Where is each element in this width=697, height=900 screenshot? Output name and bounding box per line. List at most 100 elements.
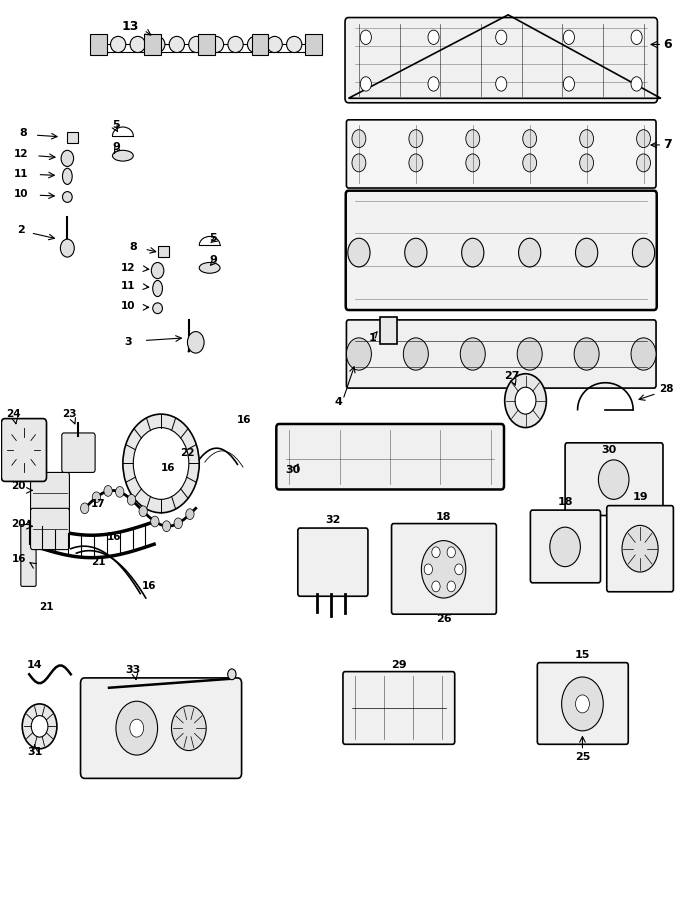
Text: 7: 7 (664, 139, 672, 151)
Text: 10: 10 (121, 302, 136, 311)
Circle shape (424, 564, 433, 575)
Text: 15: 15 (575, 650, 590, 660)
Ellipse shape (199, 263, 220, 274)
Ellipse shape (267, 36, 282, 52)
Text: 29: 29 (391, 661, 406, 670)
Text: 2: 2 (17, 225, 24, 235)
Text: 14: 14 (27, 661, 43, 670)
Text: 17: 17 (91, 499, 106, 508)
Text: 5: 5 (112, 121, 120, 130)
Text: 18: 18 (558, 497, 573, 507)
Circle shape (636, 130, 650, 148)
Circle shape (116, 487, 124, 498)
Circle shape (580, 130, 594, 148)
Circle shape (92, 492, 100, 503)
FancyBboxPatch shape (530, 510, 601, 583)
Text: 21: 21 (39, 602, 54, 612)
Text: 25: 25 (575, 752, 590, 761)
Circle shape (151, 263, 164, 279)
Ellipse shape (130, 36, 146, 52)
Circle shape (631, 30, 642, 44)
Circle shape (31, 716, 48, 737)
FancyBboxPatch shape (565, 443, 663, 516)
Text: 20: 20 (11, 481, 26, 491)
Circle shape (563, 30, 574, 44)
Circle shape (496, 30, 507, 44)
Circle shape (104, 485, 112, 496)
Text: 16: 16 (237, 416, 252, 426)
Text: 5: 5 (209, 233, 217, 243)
Circle shape (228, 669, 236, 680)
Circle shape (348, 238, 370, 267)
Text: 4: 4 (334, 398, 342, 408)
Circle shape (81, 503, 89, 514)
Circle shape (636, 154, 650, 172)
FancyBboxPatch shape (607, 506, 673, 592)
Circle shape (622, 526, 658, 572)
Text: 22: 22 (181, 447, 194, 458)
FancyBboxPatch shape (537, 662, 628, 744)
Bar (252, 33, 268, 55)
Ellipse shape (111, 36, 125, 52)
Text: 16: 16 (11, 554, 26, 564)
FancyBboxPatch shape (81, 678, 242, 778)
Text: 24: 24 (6, 410, 21, 419)
Circle shape (632, 238, 654, 267)
FancyBboxPatch shape (346, 320, 656, 388)
Text: 27: 27 (504, 372, 519, 382)
Circle shape (352, 130, 366, 148)
Circle shape (466, 130, 480, 148)
Text: 18: 18 (436, 512, 452, 522)
Text: 19: 19 (632, 491, 648, 501)
Circle shape (428, 76, 439, 91)
Circle shape (454, 564, 463, 575)
Ellipse shape (91, 36, 106, 52)
FancyBboxPatch shape (346, 191, 657, 310)
Bar (144, 33, 161, 55)
Text: 8: 8 (130, 242, 137, 252)
Text: 33: 33 (125, 665, 141, 675)
Circle shape (360, 30, 372, 44)
Text: 9: 9 (112, 141, 120, 152)
Text: 26: 26 (436, 614, 452, 624)
Circle shape (580, 154, 594, 172)
Text: 31: 31 (27, 747, 43, 758)
FancyBboxPatch shape (392, 524, 496, 614)
Text: 13: 13 (121, 20, 139, 33)
Text: 10: 10 (13, 189, 28, 199)
Circle shape (447, 581, 455, 592)
Circle shape (405, 238, 427, 267)
Circle shape (139, 506, 147, 517)
Circle shape (346, 338, 372, 370)
Circle shape (496, 76, 507, 91)
Ellipse shape (150, 36, 165, 52)
Bar (158, 247, 169, 257)
Circle shape (550, 527, 581, 567)
Circle shape (352, 154, 366, 172)
Circle shape (432, 547, 440, 558)
Text: 12: 12 (13, 148, 28, 159)
Circle shape (466, 154, 480, 172)
Text: 3: 3 (125, 338, 132, 347)
Text: 1: 1 (369, 333, 376, 343)
Bar (198, 33, 215, 55)
Text: 23: 23 (62, 410, 77, 419)
Text: 11: 11 (121, 281, 136, 291)
Circle shape (360, 76, 372, 91)
Text: 28: 28 (659, 384, 674, 394)
Text: 11: 11 (13, 168, 28, 179)
Circle shape (563, 76, 574, 91)
Bar (380, 317, 397, 344)
Circle shape (61, 239, 75, 257)
Text: 12: 12 (121, 263, 136, 273)
FancyBboxPatch shape (31, 508, 70, 550)
Text: 21: 21 (91, 557, 106, 567)
Circle shape (631, 76, 642, 91)
Ellipse shape (228, 36, 243, 52)
Bar (90, 33, 107, 55)
Ellipse shape (63, 168, 72, 184)
Circle shape (133, 428, 189, 500)
Circle shape (22, 704, 57, 749)
Ellipse shape (208, 36, 224, 52)
Bar (305, 33, 322, 55)
